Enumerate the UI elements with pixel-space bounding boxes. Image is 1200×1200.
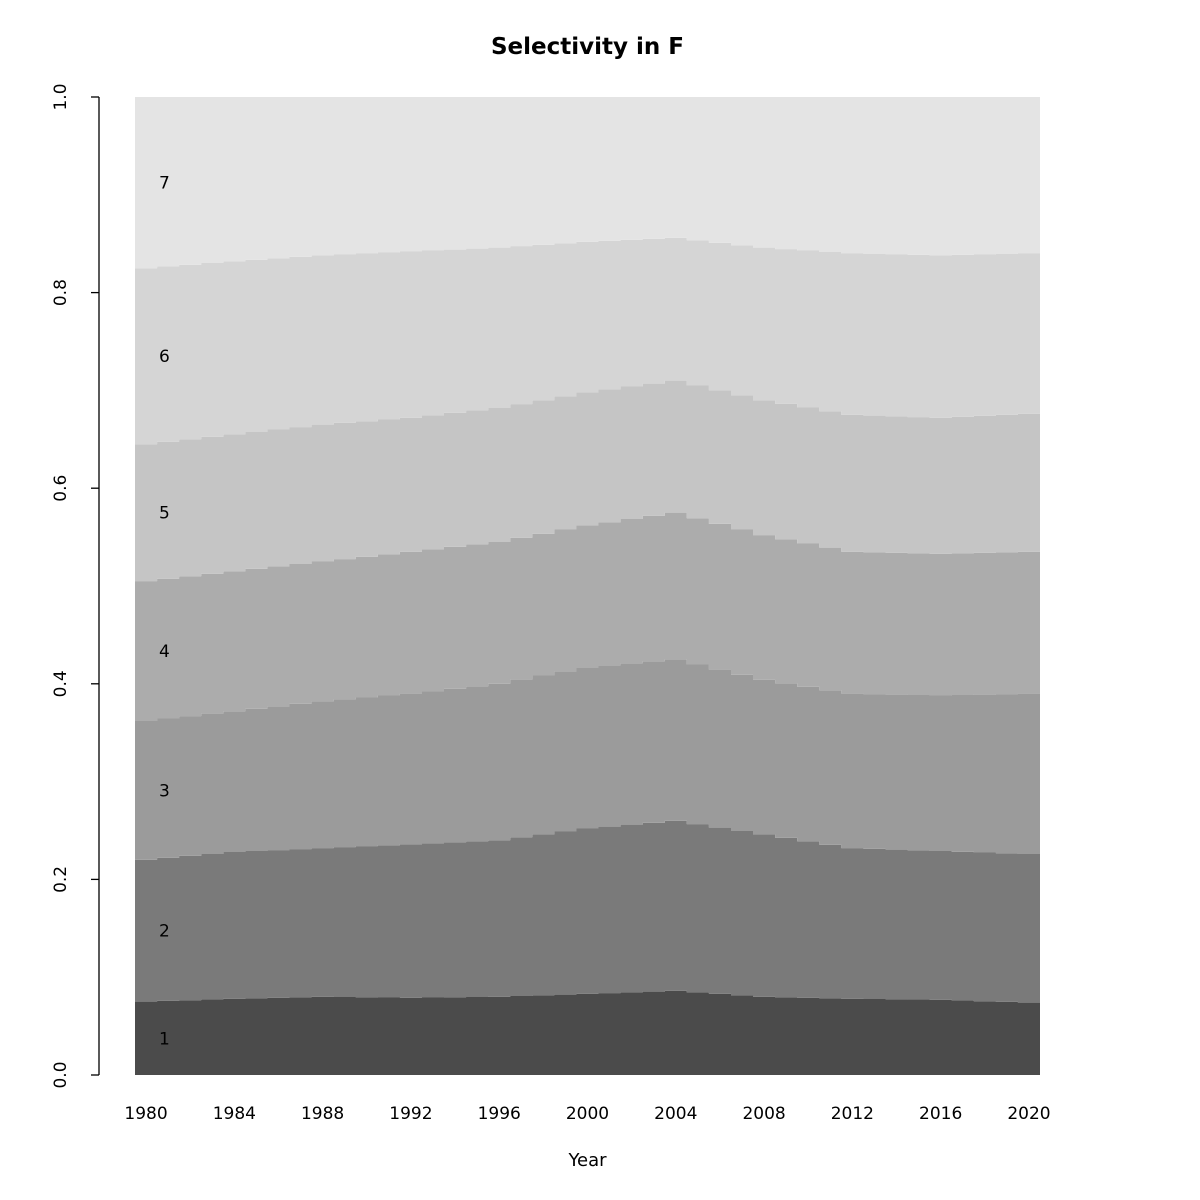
y-tick-label: 0.6	[51, 475, 71, 502]
x-tick-label: 1996	[478, 1104, 521, 1124]
x-tick-label: 1992	[389, 1104, 432, 1124]
band-6	[135, 237, 1040, 445]
band-label-7: 7	[159, 174, 170, 194]
y-tick-label: 0.8	[51, 279, 71, 306]
band-label-4: 4	[159, 642, 170, 662]
x-axis-title: Year	[568, 1150, 607, 1171]
band-2	[135, 820, 1040, 1003]
band-4	[135, 512, 1040, 721]
x-tick-label: 2000	[566, 1104, 609, 1124]
y-tick-label: 0.2	[51, 866, 71, 893]
y-tick-label: 0.4	[51, 670, 71, 697]
band-label-2: 2	[159, 922, 170, 942]
band-label-3: 3	[159, 781, 170, 801]
band-7	[135, 97, 1040, 269]
band-5	[135, 380, 1040, 582]
band-1	[135, 990, 1040, 1075]
x-tick-label: 1984	[213, 1104, 256, 1124]
x-tick-label: 2020	[1007, 1104, 1050, 1124]
x-tick-label: 2008	[742, 1104, 785, 1124]
x-tick-label: 1980	[124, 1104, 167, 1124]
y-tick-label: 0.0	[51, 1061, 71, 1088]
band-label-5: 5	[159, 504, 170, 524]
y-tick-label: 1.0	[51, 83, 71, 110]
x-tick-label: 2012	[831, 1104, 874, 1124]
band-label-6: 6	[159, 347, 170, 367]
x-tick-label: 2016	[919, 1104, 962, 1124]
band-3	[135, 659, 1040, 860]
band-label-1: 1	[159, 1029, 170, 1049]
x-tick-label: 2004	[654, 1104, 697, 1124]
chart-title: Selectivity in F	[490, 34, 684, 60]
x-tick-label: 1988	[301, 1104, 344, 1124]
